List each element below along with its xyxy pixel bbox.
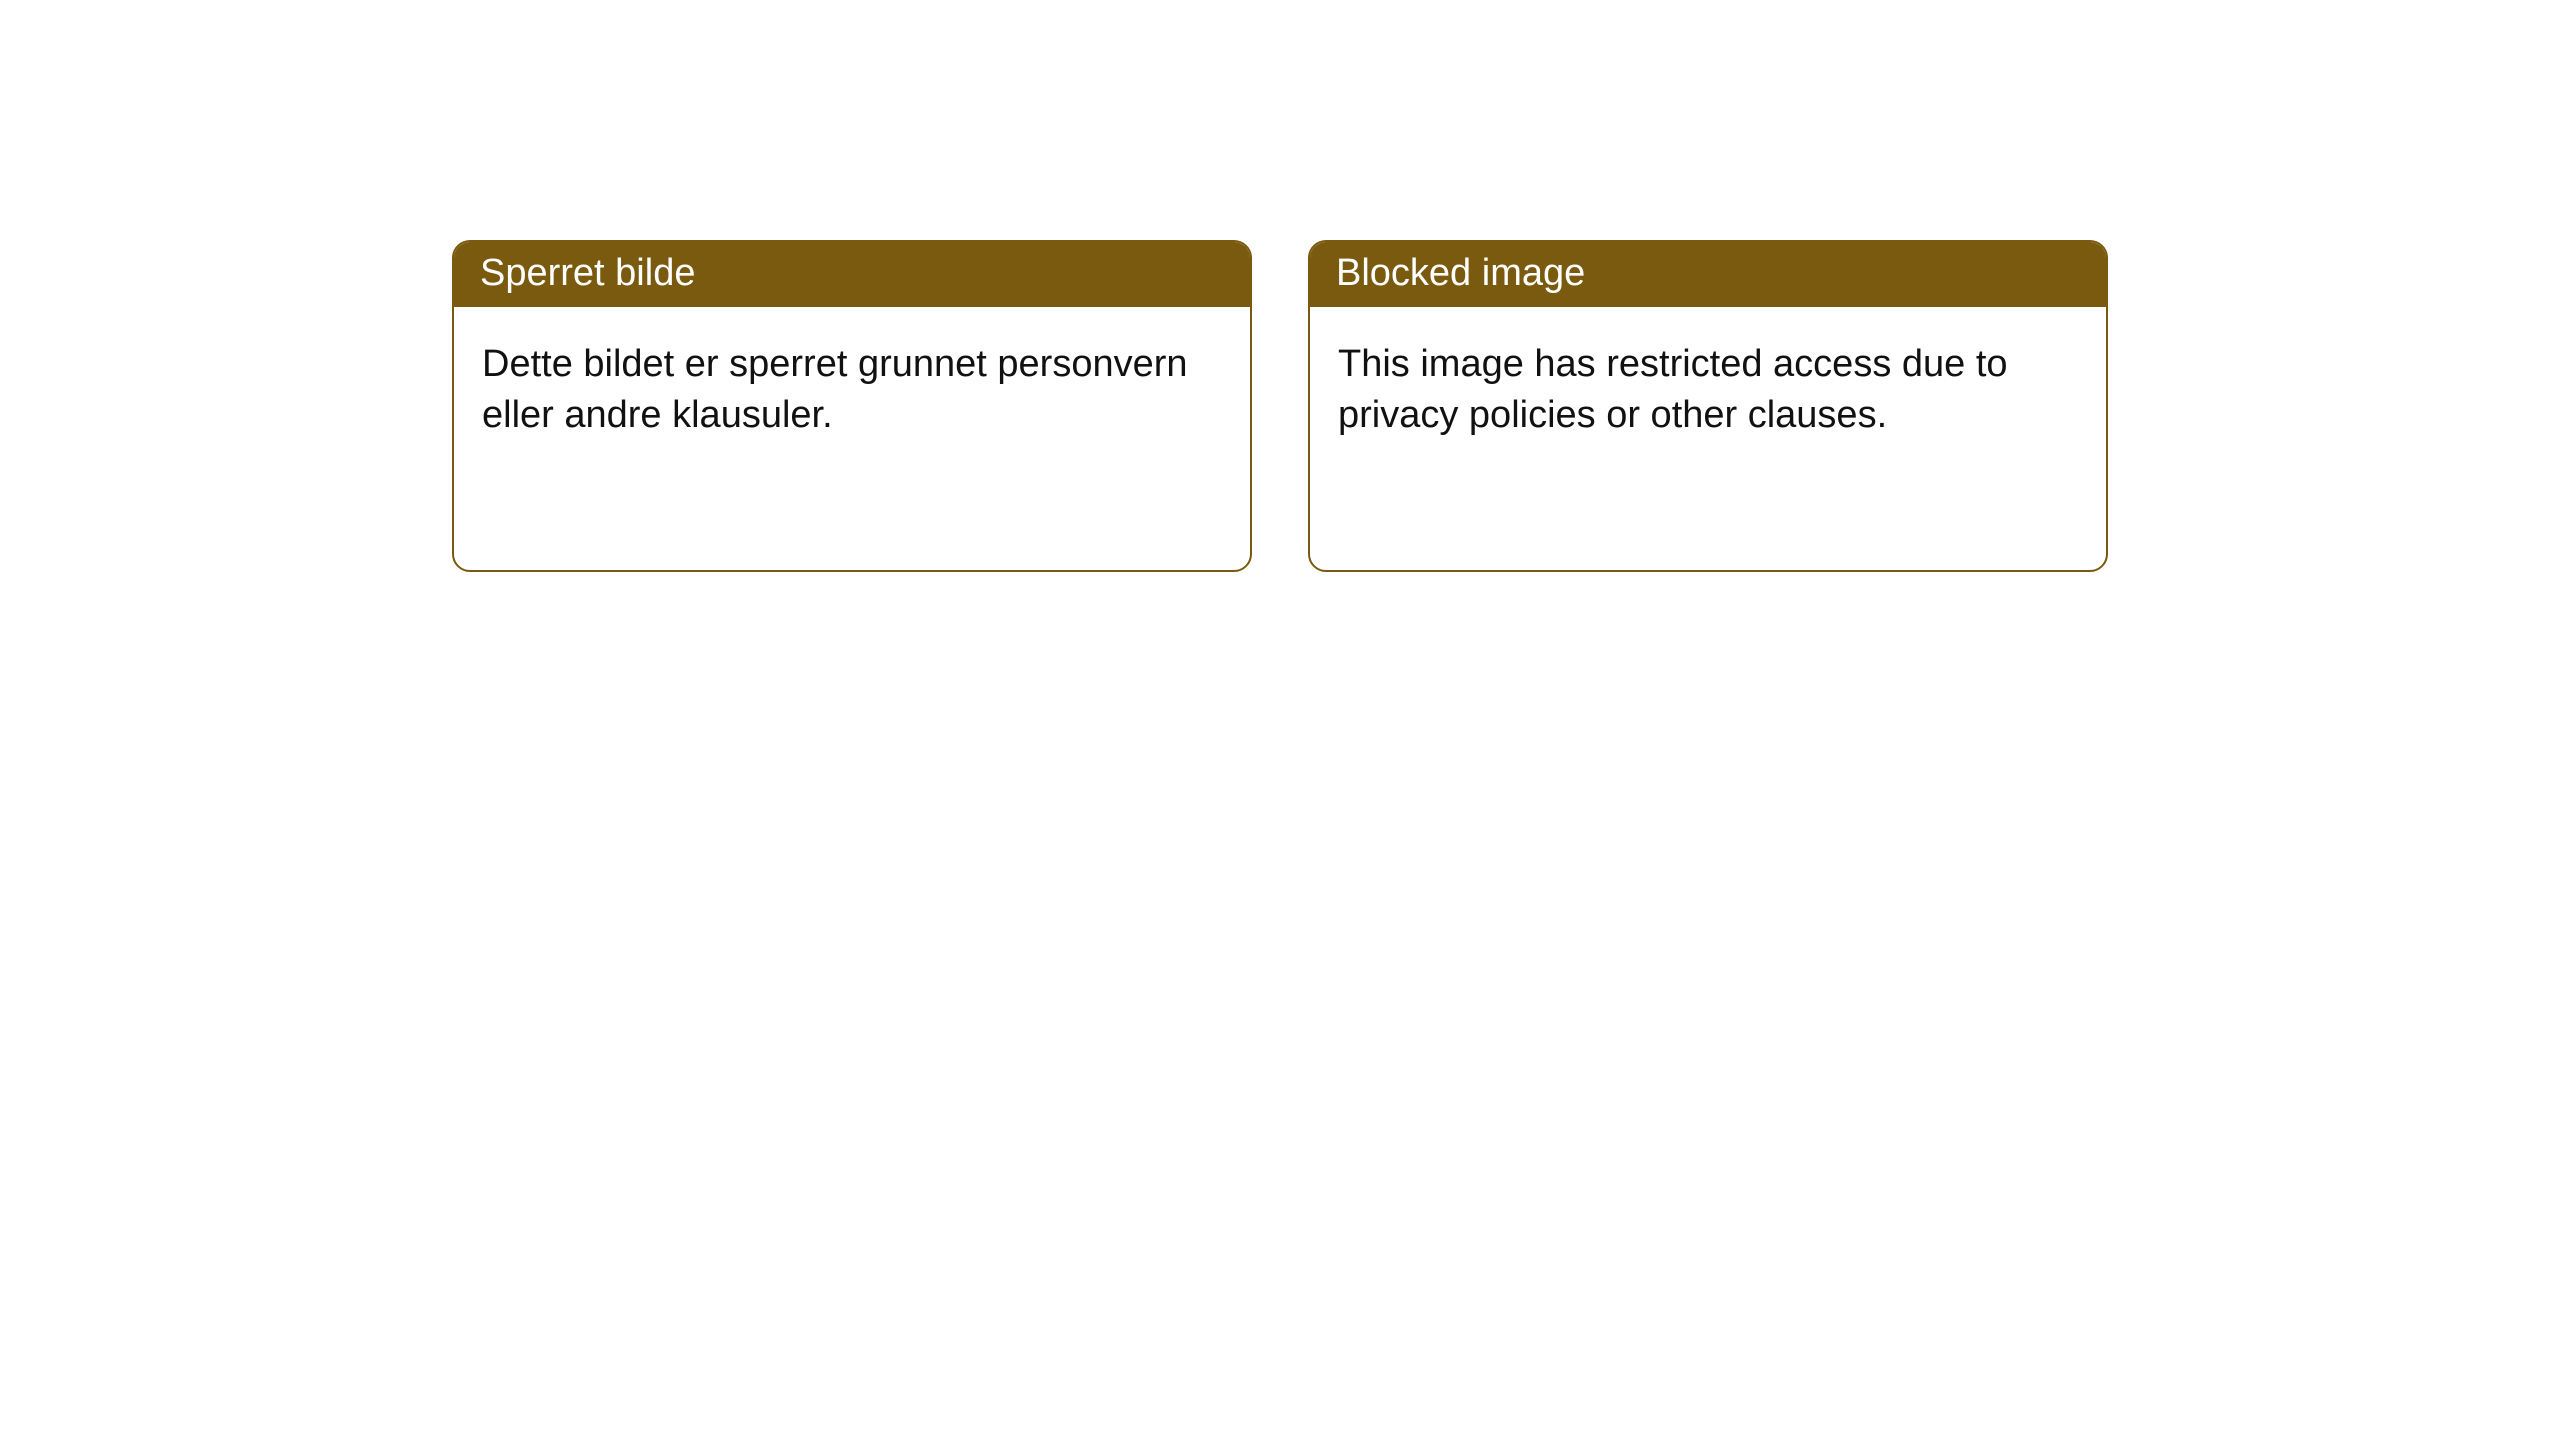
blocked-image-card-en: Blocked image This image has restricted … <box>1308 240 2108 572</box>
card-title: Blocked image <box>1310 242 2106 307</box>
card-body-text: This image has restricted access due to … <box>1310 307 2106 474</box>
notice-card-row: Sperret bilde Dette bildet er sperret gr… <box>0 0 2560 572</box>
card-body-text: Dette bildet er sperret grunnet personve… <box>454 307 1250 474</box>
card-title: Sperret bilde <box>454 242 1250 307</box>
blocked-image-card-no: Sperret bilde Dette bildet er sperret gr… <box>452 240 1252 572</box>
